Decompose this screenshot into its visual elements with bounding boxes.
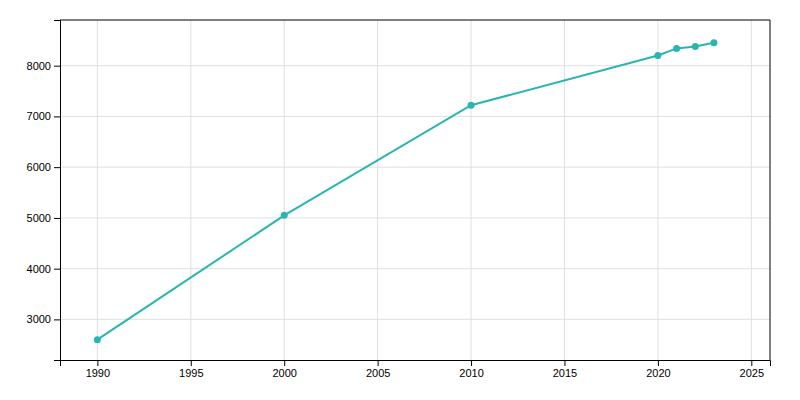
tick: 2010: [459, 360, 483, 379]
grid-line: [97, 20, 98, 360]
tick-label: 2000: [272, 367, 296, 379]
point: [654, 52, 661, 59]
tick-label: 2020: [646, 367, 670, 379]
axis-line: [54, 21, 61, 361]
tick: 5000: [27, 212, 60, 224]
point: [710, 39, 717, 46]
tick-mark: [97, 360, 98, 366]
tick-mark: [54, 167, 60, 168]
frame-line: [770, 20, 771, 360]
point: [281, 212, 288, 219]
tick: 2000: [272, 360, 296, 379]
tick-mark: [564, 360, 565, 366]
tick: 2020: [646, 360, 670, 379]
chart: 1990 1995 2000 2005 2010 2015 2020 2025 3000 4000…: [0, 0, 800, 400]
grid-line: [60, 167, 770, 168]
tick-label: 2015: [553, 367, 577, 379]
grid-line: [751, 20, 752, 360]
tick-mark: [284, 360, 285, 366]
tick-label: 3000: [27, 313, 51, 325]
point: [673, 45, 680, 52]
tick-label: 2025: [740, 367, 764, 379]
tick-mark: [54, 269, 60, 270]
point: [94, 336, 101, 343]
tick-label: 2005: [366, 367, 390, 379]
point: [468, 102, 475, 109]
tick-mark: [378, 360, 379, 366]
tick: 2025: [740, 360, 764, 379]
marks: [94, 39, 718, 343]
tick-mark: [54, 66, 60, 67]
tick: 2005: [366, 360, 390, 379]
tick-label: 5000: [27, 212, 51, 224]
grid-line: [377, 20, 378, 360]
tick: 8000: [27, 60, 60, 72]
grid-line: [190, 20, 191, 360]
tick-mark: [54, 218, 60, 219]
grid: [60, 20, 770, 360]
tick: 1990: [86, 360, 110, 379]
tick-mark: [54, 319, 60, 320]
tick-label: 8000: [27, 60, 51, 72]
tick-label: 1990: [86, 367, 110, 379]
tick: 3000: [27, 313, 60, 325]
tick-mark: [658, 360, 659, 366]
tick-label: 1995: [179, 367, 203, 379]
grid-line: [60, 319, 770, 320]
tick: 6000: [27, 161, 60, 173]
grid-line: [60, 116, 770, 117]
tick-mark: [751, 360, 752, 366]
grid-line: [60, 268, 770, 269]
y-axis: 3000 4000 5000 6000 7000 8000: [27, 21, 61, 361]
x-axis: 1990 1995 2000 2005 2010 2015 2020 2025: [61, 360, 771, 379]
grid-line: [60, 217, 770, 218]
tick-label: 6000: [27, 161, 51, 173]
tick: 1995: [179, 360, 203, 379]
tick: 2015: [553, 360, 577, 379]
line: [97, 43, 714, 340]
point: [692, 43, 699, 50]
tick: 4000: [27, 263, 60, 275]
tick-mark: [471, 360, 472, 366]
grid-line: [657, 20, 658, 360]
grid-line: [471, 20, 472, 360]
grid-line: [284, 20, 285, 360]
tick-mark: [54, 116, 60, 117]
tick-label: 4000: [27, 263, 51, 275]
grid-line: [60, 65, 770, 66]
tick-label: 2010: [459, 367, 483, 379]
frame-line: [60, 20, 770, 21]
tick-mark: [191, 360, 192, 366]
plot: 1990 1995 2000 2005 2010 2015 2020 2025 3000 4000…: [27, 20, 771, 379]
grid-line: [564, 20, 565, 360]
axis-line: [61, 361, 771, 367]
tick-label: 7000: [27, 110, 51, 122]
tick: 7000: [27, 110, 60, 122]
